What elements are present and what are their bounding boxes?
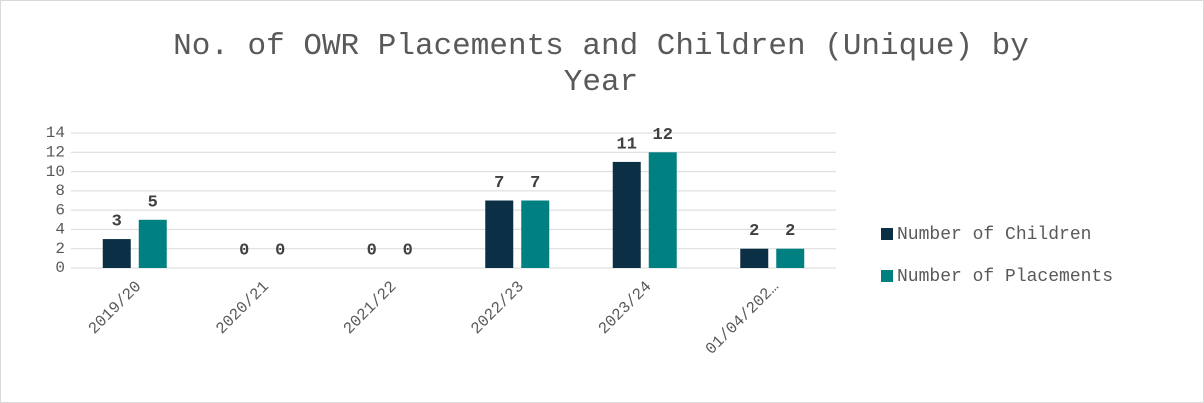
data-label: 7 <box>530 174 540 193</box>
data-label: 2 <box>785 222 795 241</box>
bar <box>102 239 131 268</box>
data-label: 3 <box>112 213 122 232</box>
data-label: 5 <box>148 193 158 212</box>
y-tick-label: 2 <box>55 240 65 258</box>
y-tick-label: 4 <box>55 221 65 239</box>
bar <box>138 219 167 268</box>
x-tick-label: 2021/22 <box>340 278 400 338</box>
bar <box>612 161 641 268</box>
x-tick-label: 2022/23 <box>468 278 528 338</box>
y-tick-label: 12 <box>46 144 65 162</box>
data-label: 0 <box>367 241 377 260</box>
data-label: 12 <box>653 126 673 145</box>
data-label: 0 <box>275 241 285 260</box>
bar <box>521 200 550 268</box>
y-tick-label: 10 <box>46 163 65 181</box>
data-label: 2 <box>749 222 759 241</box>
y-tick-label: 14 <box>46 124 65 142</box>
data-label: 7 <box>494 174 504 193</box>
x-tick-label: 2023/24 <box>595 278 655 338</box>
bar <box>776 248 805 268</box>
y-tick-label: 8 <box>55 182 65 200</box>
bar <box>485 200 514 268</box>
y-tick-label: 0 <box>55 259 65 277</box>
x-tick-label: 01/04/202… <box>702 278 783 359</box>
legend-label: Number of Children <box>897 225 1091 245</box>
y-tick-label: 6 <box>55 201 65 219</box>
x-tick-label: 2020/21 <box>213 278 273 338</box>
bar <box>648 152 677 268</box>
legend-swatch <box>881 270 893 282</box>
legend-swatch <box>881 228 893 240</box>
legend-label: Number of Placements <box>897 267 1113 287</box>
x-tick-label: 2019/20 <box>85 278 145 338</box>
data-label: 0 <box>239 241 249 260</box>
chart-title: No. of OWR Placements and Children (Uniq… <box>173 29 1029 100</box>
data-label: 0 <box>403 241 413 260</box>
bar <box>740 248 769 268</box>
data-label: 11 <box>617 135 637 154</box>
